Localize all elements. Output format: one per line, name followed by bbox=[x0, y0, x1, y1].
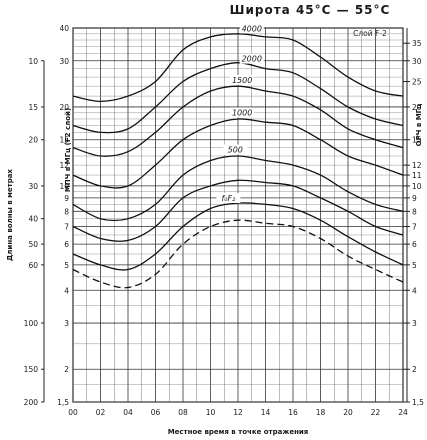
series-line bbox=[72, 155, 404, 222]
left-freq-tick-label: 9 bbox=[64, 194, 69, 203]
right-freq-tick-label: 20 bbox=[412, 103, 422, 112]
tick-labels: 00 02 04 06 08 10 12 14 16 18 20 22 2440302015121098… bbox=[24, 24, 424, 417]
right-freq-tick-label: 9 bbox=[412, 194, 417, 203]
left-freq-tick-label: 1,5 bbox=[57, 398, 69, 407]
right-freq-tick-label: 10 bbox=[412, 182, 422, 191]
wavelength-tick-label: 100 bbox=[24, 319, 39, 328]
series-label: 1500 bbox=[232, 76, 252, 85]
left-freq-tick-label: 6 bbox=[64, 240, 69, 249]
x-tick-label: 22 bbox=[371, 408, 381, 417]
wavelength-tick-label: 10 bbox=[28, 57, 38, 66]
wavelength-tick-label: 150 bbox=[24, 365, 39, 374]
right-freq-tick-label: 5 bbox=[412, 261, 417, 270]
left-freq-tick-label: 5 bbox=[64, 261, 69, 270]
left-freq-tick-label: 12 bbox=[59, 161, 69, 170]
series-lines: 4000 2000 1500 1000 500 f₀F₂ bbox=[72, 23, 404, 289]
x-tick-label: 08 bbox=[178, 408, 188, 417]
series-line bbox=[72, 33, 404, 103]
left-freq-tick-label: 7 bbox=[64, 223, 69, 232]
left-freq-tick-label: 40 bbox=[59, 24, 69, 33]
left-freq-tick-label: 3 bbox=[64, 319, 69, 328]
left-freq-tick-label: 20 bbox=[59, 103, 69, 112]
right-freq-tick-label: 8 bbox=[412, 207, 417, 216]
right-freq-tick-label: 15 bbox=[412, 136, 422, 145]
right-freq-tick-label: 6 bbox=[412, 240, 417, 249]
left-freq-tick-label: 2 bbox=[64, 365, 69, 374]
y-axis-label-left: Длина волны в метрах bbox=[6, 169, 14, 261]
wavelength-tick-label: 60 bbox=[28, 261, 38, 270]
right-freq-tick-label: 35 bbox=[412, 39, 422, 48]
left-freq-tick-label: 10 bbox=[59, 182, 69, 191]
series-line bbox=[72, 85, 404, 157]
series-label-bg bbox=[230, 107, 255, 118]
x-tick-label: 14 bbox=[261, 408, 271, 417]
x-tick-label: 12 bbox=[233, 408, 243, 417]
right-freq-tick-label: 1,5 bbox=[412, 398, 424, 407]
right-freq-tick-label: 12 bbox=[412, 161, 422, 170]
series-label: 1000 bbox=[232, 108, 252, 117]
x-tick-label: 02 bbox=[96, 408, 106, 417]
figure-label: Слой F-2 bbox=[353, 29, 387, 38]
series-label-bg bbox=[216, 192, 241, 203]
x-tick-label: 04 bbox=[123, 408, 133, 417]
series-line bbox=[72, 118, 404, 189]
wavelength-tick-label: 30 bbox=[28, 182, 38, 191]
wavelength-tick-label: 20 bbox=[28, 136, 38, 145]
series-line bbox=[72, 202, 404, 271]
right-freq-tick-label: 4 bbox=[412, 286, 417, 295]
x-tick-label: 00 bbox=[68, 408, 78, 417]
series-label-bg bbox=[239, 23, 264, 34]
series-label-bg bbox=[239, 53, 264, 64]
y-axis-label-left-inner: МПЧ в МГц (F2 слой) bbox=[64, 108, 72, 192]
wavelength-tick-label: 50 bbox=[28, 240, 38, 249]
left-freq-tick-label: 8 bbox=[64, 207, 69, 216]
series-label: 2000 bbox=[242, 55, 262, 64]
right-freq-tick-label: 7 bbox=[412, 223, 417, 232]
series-label: 4000 bbox=[242, 24, 262, 33]
y-axis-label-right: ОРЧ в МГц bbox=[415, 104, 423, 147]
x-tick-label: 06 bbox=[151, 408, 161, 417]
series-line bbox=[72, 219, 404, 289]
left-freq-tick-label: 15 bbox=[59, 136, 69, 145]
series-line bbox=[72, 179, 404, 242]
right-freq-tick-label: 2 bbox=[412, 365, 417, 374]
right-freq-tick-label: 25 bbox=[412, 78, 422, 87]
wavelength-tick-label: 40 bbox=[28, 215, 38, 224]
right-freq-tick-label: 11 bbox=[412, 171, 422, 180]
wavelength-tick-label: 200 bbox=[24, 398, 39, 407]
x-tick-label: 16 bbox=[288, 408, 298, 417]
x-tick-label: 18 bbox=[316, 408, 326, 417]
left-freq-tick-label: 30 bbox=[59, 57, 69, 66]
series-label: f₀F₂ bbox=[221, 194, 236, 203]
right-freq-tick-label: 3 bbox=[412, 319, 417, 328]
left-freq-tick-label: 4 bbox=[64, 286, 69, 295]
x-tick-label: 24 bbox=[398, 408, 408, 417]
grid bbox=[41, 27, 410, 403]
chart-title: Широта 45°С — 55°С bbox=[230, 3, 391, 17]
series-label-bg bbox=[230, 74, 255, 85]
series-label-bg bbox=[223, 144, 248, 155]
x-axis-label: Местное время в точке отражения bbox=[168, 428, 309, 436]
series-line bbox=[72, 62, 404, 134]
right-freq-tick-label: 30 bbox=[412, 57, 422, 66]
wavelength-tick-label: 15 bbox=[28, 103, 38, 112]
x-tick-label: 20 bbox=[343, 408, 353, 417]
series-label: 500 bbox=[228, 145, 243, 154]
x-tick-label: 10 bbox=[206, 408, 216, 417]
